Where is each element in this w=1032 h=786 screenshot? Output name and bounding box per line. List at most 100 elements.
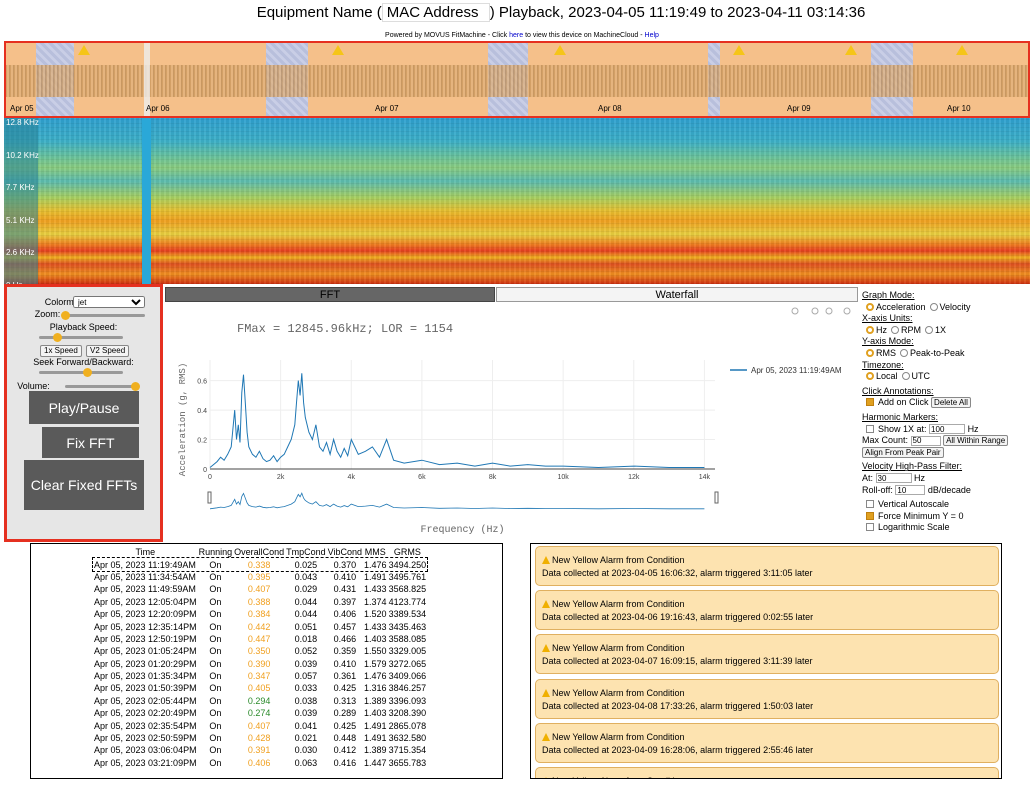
here-link[interactable]: here <box>509 32 523 39</box>
toolbar-home[interactable] <box>844 308 850 314</box>
table-cell: 1.491 <box>363 732 388 744</box>
table-cell: 3208.390 <box>388 707 428 719</box>
table-row[interactable]: Apr 05, 2023 02:05:44PMOn0.2940.0380.313… <box>93 695 427 707</box>
radio-label[interactable]: RMS <box>876 348 896 358</box>
table-cell: Apr 05, 2023 01:50:39PM <box>93 682 198 694</box>
table-cell: 0.457 <box>327 620 363 632</box>
button[interactable]: 1x Speed <box>40 345 82 357</box>
radio-label[interactable]: Hz <box>876 325 887 335</box>
table-row[interactable]: Apr 05, 2023 11:34:54AMOn0.3950.0430.410… <box>93 571 427 583</box>
table-row[interactable]: Apr 05, 2023 03:21:09PMOn0.4060.0630.416… <box>93 757 427 769</box>
table-cell: 0.407 <box>233 719 285 731</box>
alarm-title: New Yellow Alarm from Condition <box>542 688 992 698</box>
toolbar-zoom[interactable] <box>812 308 818 314</box>
table-row[interactable]: Apr 05, 2023 11:19:49AMOn0.3380.0250.370… <box>93 558 427 570</box>
radio-label[interactable]: Velocity <box>940 302 971 312</box>
align-button[interactable]: Align From Peak Pair <box>862 447 944 458</box>
freq-label: 5.1 KHz <box>6 216 34 225</box>
zoom-slider[interactable] <box>63 314 145 317</box>
table-cell: On <box>198 744 234 756</box>
table-cell: 0.390 <box>233 658 285 670</box>
speed-slider[interactable] <box>39 336 123 339</box>
table-cell: 0.391 <box>233 744 285 756</box>
checkbox-label[interactable]: Force Minimum Y = 0 <box>878 511 963 521</box>
hpf-input[interactable] <box>876 473 912 483</box>
range-handle[interactable] <box>715 492 718 503</box>
table-row[interactable]: Apr 05, 2023 01:35:34PMOn0.3470.0570.361… <box>93 670 427 682</box>
table-cell: On <box>198 695 234 707</box>
range-handle[interactable] <box>208 492 211 503</box>
radio-label[interactable]: Peak-to-Peak <box>910 348 965 358</box>
max-count-input[interactable] <box>911 436 941 446</box>
day-label: Apr 10 <box>947 104 971 113</box>
label: At: <box>862 473 873 483</box>
button[interactable]: V2 Speed <box>86 345 129 357</box>
radio-label[interactable]: Acceleration <box>876 302 926 312</box>
colormap-select[interactable]: jet <box>73 296 145 308</box>
alarm-card[interactable]: New Yellow Alarm from ConditionData coll… <box>535 634 999 674</box>
delete-all-button[interactable]: Delete All <box>931 397 971 408</box>
fft-tab[interactable]: FFT <box>165 287 495 302</box>
table-row[interactable]: Apr 05, 2023 12:50:19PMOn0.4470.0180.466… <box>93 633 427 645</box>
play-pause-button[interactable]: Play/Pause <box>29 391 139 424</box>
checkbox-label[interactable]: Add on Click <box>878 397 929 407</box>
table-cell: 0.447 <box>233 633 285 645</box>
help-link[interactable]: Help <box>645 32 659 39</box>
title-suffix: ) Playback, 2023-04-05 11:19:49 to 2023-… <box>490 4 866 21</box>
table-cell: 0.350 <box>233 645 285 657</box>
all-within-button[interactable]: All Within Range <box>943 435 1008 446</box>
column-header: MMS <box>363 546 388 558</box>
heading: Harmonic Markers: <box>862 412 1030 424</box>
table-row[interactable]: Apr 05, 2023 01:20:29PMOn0.3900.0390.410… <box>93 658 427 670</box>
heading: Click Annotations: <box>862 386 1030 398</box>
table-cell: 3715.354 <box>388 744 428 756</box>
table-row[interactable]: Apr 05, 2023 12:20:09PMOn0.3840.0440.406… <box>93 608 427 620</box>
table-row[interactable]: Apr 05, 2023 03:06:04PMOn0.3910.0300.412… <box>93 744 427 756</box>
radio-label[interactable]: 1X <box>935 325 946 335</box>
checkbox-label[interactable]: Logarithmic Scale <box>878 522 950 532</box>
day-label: Apr 09 <box>787 104 811 113</box>
timeline[interactable]: Apr 05Apr 06Apr 07Apr 08Apr 09Apr 10 <box>4 41 1030 118</box>
freq-label: 10.2 KHz <box>6 151 39 160</box>
checkbox-label[interactable]: Show 1X at: <box>878 424 927 434</box>
rolloff-input[interactable] <box>895 485 925 495</box>
table-cell: 0.033 <box>285 682 327 694</box>
clear-fixed-button[interactable]: Clear Fixed FFTs <box>24 460 144 510</box>
fft-chart[interactable]: FMax = 12845.96kHz; LOR = 115400.20.40.6… <box>165 302 858 540</box>
table-cell: 0.384 <box>233 608 285 620</box>
alarm-card[interactable]: New Yellow Alarm from ConditionData coll… <box>535 679 999 719</box>
alarm-card[interactable]: New Yellow Alarm from Condition <box>535 767 999 779</box>
table-cell: On <box>198 596 234 608</box>
seek-slider[interactable] <box>39 371 123 374</box>
table-row[interactable]: Apr 05, 2023 12:35:14PMOn0.4420.0510.457… <box>93 620 427 632</box>
waterfall-tab[interactable]: Waterfall <box>496 287 858 302</box>
radio-label[interactable]: RPM <box>901 325 921 335</box>
cursor-band <box>142 118 151 284</box>
table-row[interactable]: Apr 05, 2023 02:20:49PMOn0.2740.0390.289… <box>93 707 427 719</box>
table-cell: 0.029 <box>285 583 327 595</box>
radio-label[interactable]: Local <box>876 371 898 381</box>
table-row[interactable]: Apr 05, 2023 12:05:04PMOn0.3880.0440.397… <box>93 596 427 608</box>
fix-fft-button[interactable]: Fix FFT <box>42 427 139 458</box>
volume-slider[interactable] <box>65 385 139 388</box>
device-input[interactable] <box>382 3 490 22</box>
toolbar-camera[interactable] <box>792 308 798 314</box>
table-cell: 0.313 <box>327 695 363 707</box>
radio-label[interactable]: UTC <box>912 371 931 381</box>
table-row[interactable]: Apr 05, 2023 01:05:24PMOn0.3500.0520.359… <box>93 645 427 657</box>
powered-line: Powered by MOVUS FitMachine - Click here… <box>0 32 1032 39</box>
show-1x-input[interactable] <box>929 424 965 434</box>
table-row[interactable]: Apr 05, 2023 11:49:59AMOn0.4070.0290.431… <box>93 583 427 595</box>
y-axis-label: Acceleration (g, RMS) <box>178 363 188 476</box>
table-row[interactable]: Apr 05, 2023 02:50:59PMOn0.4280.0210.448… <box>93 732 427 744</box>
alarm-card[interactable]: New Yellow Alarm from ConditionData coll… <box>535 590 999 630</box>
unit: Hz <box>968 424 979 434</box>
spectrogram[interactable]: 12.8 KHz10.2 KHz7.7 KHz5.1 KHz2.6 KHz0 H… <box>4 118 1030 284</box>
alarm-card[interactable]: New Yellow Alarm from ConditionData coll… <box>535 723 999 763</box>
table-row[interactable]: Apr 05, 2023 02:35:54PMOn0.4070.0410.425… <box>93 719 427 731</box>
alarm-card[interactable]: New Yellow Alarm from ConditionData coll… <box>535 546 999 586</box>
checkbox-label[interactable]: Vertical Autoscale <box>878 499 949 509</box>
table-row[interactable]: Apr 05, 2023 01:50:39PMOn0.4050.0330.425… <box>93 682 427 694</box>
toolbar-pan[interactable] <box>826 308 832 314</box>
table-cell: 1.389 <box>363 744 388 756</box>
